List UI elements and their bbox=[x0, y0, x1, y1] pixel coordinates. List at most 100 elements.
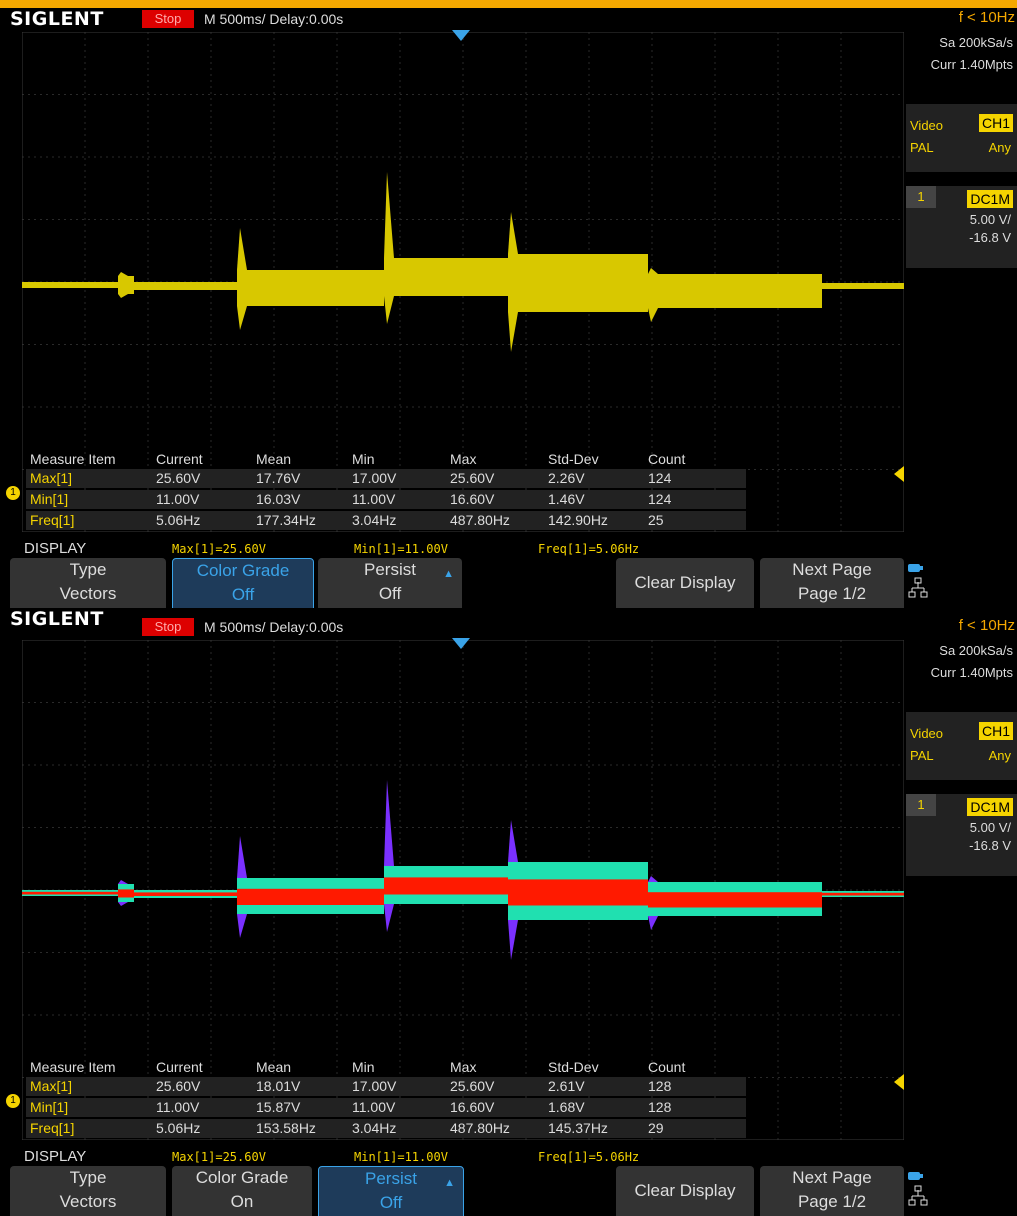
trace-spike bbox=[384, 172, 394, 258]
trace-spike bbox=[237, 836, 247, 878]
softkey-label: Persist bbox=[365, 1169, 417, 1188]
type-softkey[interactable]: Type Vectors bbox=[10, 558, 166, 608]
trigger-position-marker[interactable] bbox=[452, 638, 470, 649]
measurement-row: Freq[1] 5.06Hz 177.34Hz 3.04Hz 487.80Hz 142.9… bbox=[26, 511, 746, 530]
measurement-cell: 5.06Hz bbox=[156, 1120, 201, 1136]
acquisition-info: Sa 200kSa/s Curr 1.40Mpts bbox=[906, 32, 1017, 92]
quick-measurement: Max[1]=25.60V bbox=[172, 542, 266, 556]
trace-band-hot bbox=[648, 892, 822, 908]
channel-1-panel[interactable]: 1 DC1M 5.00 V/ -16.8 V bbox=[906, 186, 1017, 268]
trace-spike bbox=[118, 880, 128, 884]
waveform-display[interactable] bbox=[22, 640, 904, 1140]
trigger-standard: PAL bbox=[910, 140, 934, 155]
clear-display-softkey[interactable]: Clear Display bbox=[616, 1166, 754, 1216]
trace-spike bbox=[648, 876, 658, 882]
scope-screen-1: SIGLENT Stop M 500ms/ Delay:0.00s f < 10Hz 1… bbox=[0, 0, 1017, 608]
measurement-cell: 153.58Hz bbox=[256, 1120, 316, 1136]
measurement-cell: Freq[1] bbox=[30, 512, 75, 528]
trace-spike bbox=[118, 902, 128, 906]
next-page-softkey[interactable]: Next Page Page 1/2 bbox=[760, 558, 904, 608]
measurement-cell: 487.80Hz bbox=[450, 1120, 510, 1136]
trigger-source: CH1 bbox=[978, 722, 1013, 740]
run-stop-status[interactable]: Stop bbox=[142, 618, 194, 636]
trace-spike bbox=[508, 212, 518, 254]
measurement-cell: 11.00V bbox=[352, 1099, 396, 1115]
measurement-header: Std-Dev bbox=[548, 1059, 599, 1075]
color-grade-softkey[interactable]: Color Grade Off bbox=[172, 558, 314, 608]
trace-band bbox=[22, 282, 118, 288]
measurement-cell: 145.37Hz bbox=[548, 1120, 608, 1136]
measurement-cell: 16.60V bbox=[450, 491, 495, 507]
channel-coupling: DC1M bbox=[967, 190, 1013, 208]
waveform-display[interactable] bbox=[22, 32, 904, 532]
measurement-header: Std-Dev bbox=[548, 451, 599, 467]
next-page-softkey[interactable]: Next Page Page 1/2 bbox=[760, 1166, 904, 1216]
measurement-header: Count bbox=[648, 451, 686, 467]
measurement-header: Max bbox=[450, 451, 477, 467]
trace-spike bbox=[508, 312, 518, 352]
run-stop-status[interactable]: Stop bbox=[142, 10, 194, 28]
quick-measurement: Min[1]=11.00V bbox=[354, 542, 448, 556]
measurement-header: Mean bbox=[256, 1059, 292, 1075]
softkey-label: Color Grade bbox=[195, 1168, 289, 1187]
measurement-cell: 16.60V bbox=[450, 1099, 495, 1115]
softkey-value: Page 1/2 bbox=[797, 1192, 867, 1211]
measurement-cell: 1.68V bbox=[548, 1099, 585, 1115]
clear-display-softkey[interactable]: Clear Display bbox=[616, 558, 754, 608]
measurement-header: Current bbox=[156, 451, 203, 467]
measurement-row: Min[1] 11.00V 16.03V 11.00V 16.60V 1.46V 124 bbox=[26, 490, 746, 509]
trace-band bbox=[118, 276, 134, 294]
trace-band bbox=[648, 274, 822, 308]
trace-spike bbox=[384, 780, 394, 866]
measurement-cell: 25 bbox=[648, 512, 664, 528]
timebase-readout[interactable]: M 500ms/ Delay:0.00s bbox=[204, 11, 344, 27]
measurement-cell: 17.00V bbox=[352, 1078, 397, 1094]
channel-1-panel[interactable]: 1 DC1M 5.00 V/ -16.8 V bbox=[906, 794, 1017, 876]
measurement-cell: 3.04Hz bbox=[352, 1120, 397, 1136]
trigger-level-marker[interactable] bbox=[894, 1074, 904, 1090]
trace-band bbox=[822, 283, 904, 289]
channel-1-ground-marker[interactable]: 1 bbox=[6, 1094, 20, 1108]
measurement-cell: 17.00V bbox=[352, 470, 397, 486]
channel-scale: 5.00 V/ bbox=[969, 820, 1011, 835]
trace-spike bbox=[508, 920, 518, 960]
persist-softkey[interactable]: Persist Off ▲ bbox=[318, 558, 462, 608]
channel-1-ground-marker[interactable]: 1 bbox=[6, 486, 20, 500]
trace-spike bbox=[384, 296, 394, 324]
measurement-cell: 142.90Hz bbox=[548, 512, 608, 528]
softkey-label: Clear Display bbox=[634, 1181, 736, 1200]
trigger-frequency: f < 10Hz bbox=[958, 617, 1015, 634]
measurement-cell: 124 bbox=[648, 470, 672, 486]
measurement-cell: 5.06Hz bbox=[156, 512, 201, 528]
trigger-level-marker[interactable] bbox=[894, 466, 904, 482]
timebase-readout[interactable]: M 500ms/ Delay:0.00s bbox=[204, 619, 344, 635]
measurement-row: Min[1] 11.00V 15.87V 11.00V 16.60V 1.68V 128 bbox=[26, 1098, 746, 1117]
color-grade-softkey[interactable]: Color Grade On bbox=[172, 1166, 312, 1216]
measurement-row: Max[1] 25.60V 17.76V 17.00V 25.60V 2.26V 124 bbox=[26, 469, 746, 488]
quick-measurement: Freq[1]=5.06Hz bbox=[538, 1150, 640, 1164]
measurement-cell: 177.34Hz bbox=[256, 512, 316, 528]
measurement-header: Min bbox=[352, 451, 375, 467]
trigger-panel[interactable]: Video PAL CH1 Any bbox=[906, 104, 1017, 172]
softkey-label: Next Page bbox=[792, 560, 872, 579]
channel-number: 1 bbox=[906, 186, 936, 208]
sample-rate: Sa 200kSa/s bbox=[939, 35, 1013, 50]
persist-softkey[interactable]: Persist Off ▲ bbox=[318, 1166, 464, 1216]
channel-scale: 5.00 V/ bbox=[969, 212, 1011, 227]
trigger-panel[interactable]: Video PAL CH1 Any bbox=[906, 712, 1017, 780]
type-softkey[interactable]: Type Vectors bbox=[10, 1166, 166, 1216]
trace-band-hot bbox=[22, 891, 118, 895]
quick-measurement: Min[1]=11.00V bbox=[354, 1150, 448, 1164]
trace-band bbox=[384, 258, 508, 296]
measurement-cell: 25.60V bbox=[450, 470, 495, 486]
trigger-position-marker[interactable] bbox=[452, 30, 470, 41]
softkey-value: Off bbox=[379, 1193, 403, 1212]
measurement-row: Freq[1] 5.06Hz 153.58Hz 3.04Hz 487.80Hz 145.3… bbox=[26, 1119, 746, 1138]
measurement-header: Measure Item bbox=[30, 1059, 116, 1075]
network-usb-icon bbox=[906, 562, 930, 602]
measurement-cell: Min[1] bbox=[30, 1099, 69, 1115]
measurement-table: Measure Item Current Mean Min Max Std-Dev Coun… bbox=[26, 1058, 746, 1140]
measurement-cell: 25.60V bbox=[156, 1078, 201, 1094]
trace-spike bbox=[508, 820, 518, 862]
softkey-value: On bbox=[230, 1192, 254, 1211]
